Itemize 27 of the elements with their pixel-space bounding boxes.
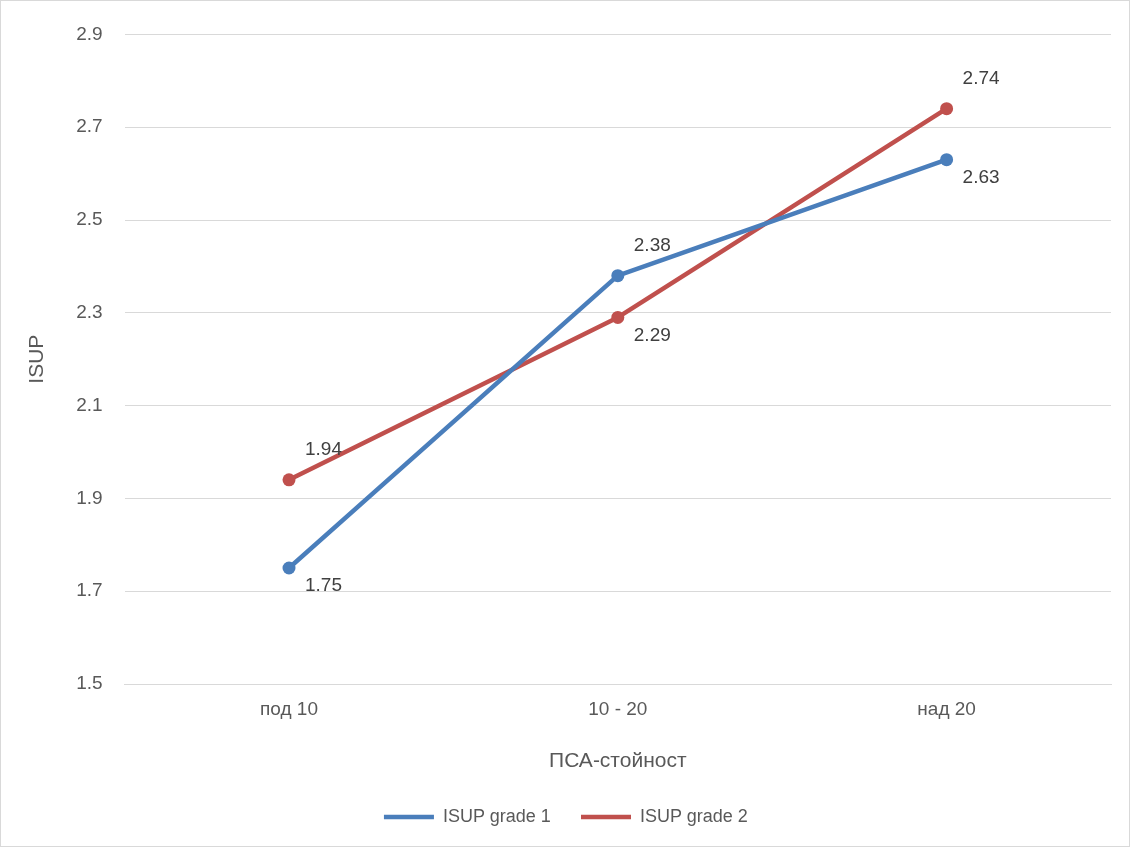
x-tick-label: под 10 bbox=[260, 697, 318, 719]
y-tick-label: 1.7 bbox=[76, 579, 103, 601]
y-tick-label: 1.9 bbox=[76, 486, 103, 508]
legend-label: ISUP grade 1 bbox=[442, 805, 551, 826]
x-tick-label: 10 - 20 bbox=[588, 697, 648, 719]
x-axis-title: ПСА-стойност bbox=[549, 748, 687, 772]
point bbox=[282, 561, 296, 575]
legend-label: ISUP grade 2 bbox=[640, 805, 748, 826]
data-label: 2.74 bbox=[962, 66, 1001, 88]
point bbox=[940, 153, 954, 167]
point bbox=[611, 310, 625, 324]
point bbox=[282, 473, 296, 487]
data-label: 2.29 bbox=[633, 323, 671, 345]
point bbox=[611, 269, 625, 283]
y-tick-label: 1.5 bbox=[76, 672, 103, 694]
y-tick-label: 2.7 bbox=[76, 115, 103, 137]
data-label: 1.94 bbox=[305, 438, 343, 460]
y-tick-label: 2.9 bbox=[76, 22, 103, 44]
y-tick-label: 2.3 bbox=[76, 301, 103, 323]
data-label: 2.38 bbox=[633, 233, 671, 255]
data-label: 1.75 bbox=[305, 574, 342, 596]
x-tick-label: над 20 bbox=[917, 697, 976, 719]
y-tick-label: 2.1 bbox=[76, 393, 103, 415]
y-tick-label: 2.5 bbox=[76, 208, 103, 230]
y-axis-title: ISUP bbox=[24, 334, 48, 384]
point bbox=[940, 102, 954, 116]
data-label: 2.63 bbox=[962, 165, 1000, 187]
